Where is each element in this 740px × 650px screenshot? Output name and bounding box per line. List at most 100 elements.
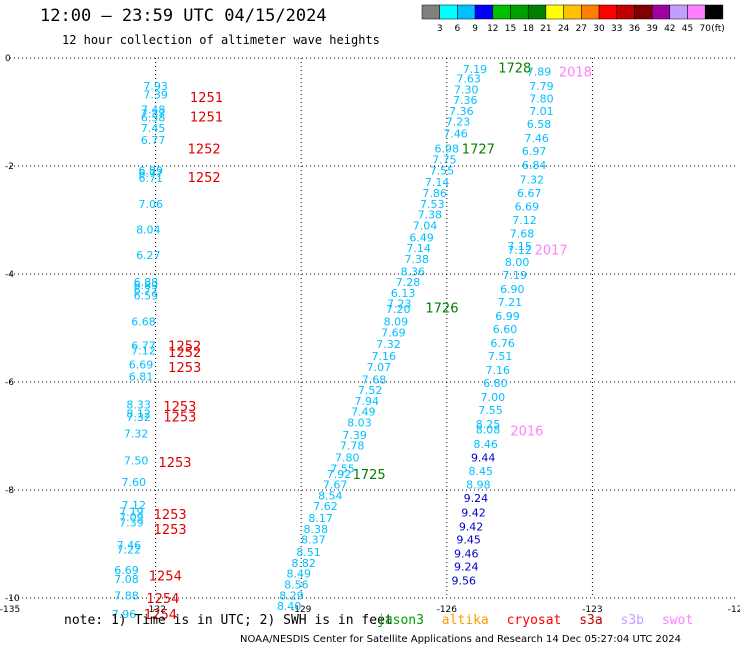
colorbar-swatch — [421, 4, 440, 20]
swh-value-s3a: 6.60 — [493, 323, 518, 336]
swh-value-cryosat: 7.22 — [117, 543, 142, 556]
colorbar-swatch — [616, 4, 635, 20]
swh-value-cryosat: 6.77 — [138, 167, 163, 180]
colorbar-swatch — [598, 4, 617, 20]
swh-value-s3a: 6.80 — [483, 377, 508, 390]
y-tick-label: -2 — [5, 162, 14, 172]
swh-value-s3a: 8.25 — [476, 418, 501, 431]
pass-label-cryosat: 1253 — [154, 508, 187, 523]
swh-value-jason3: 7.62 — [313, 500, 338, 513]
swh-value-cryosat: 6.89 — [134, 279, 159, 292]
colorbar-swatch — [687, 4, 706, 20]
swh-value-jason3: 7.69 — [381, 326, 406, 339]
pass-label-cryosat: 1253 — [168, 361, 201, 376]
colorbar-swatch — [545, 4, 564, 20]
swh-value-jason3: 7.19 — [463, 63, 488, 76]
colorbar-label: 70 — [699, 24, 711, 34]
swh-value-jason3: 7.23 — [387, 298, 412, 311]
colorbar-label: 45 — [682, 24, 693, 34]
swh-value-cryosat: 7.96 — [112, 608, 137, 621]
swh-value-cryosat: 7.48 — [141, 103, 166, 116]
pass-label-cryosat: 1251 — [190, 110, 223, 125]
swh-value-jason3: 7.46 — [443, 128, 468, 141]
y-tick-label: -4 — [5, 270, 14, 280]
pass-label-s3a: 2016 — [510, 425, 543, 440]
colorbar-label: 18 — [522, 24, 534, 34]
swh-value-cryosat: 8.12 — [126, 407, 151, 420]
swh-value-s3a: 9.56 — [452, 575, 477, 588]
swh-value-jason3: 7.14 — [425, 176, 450, 189]
x-tick-label: -120 — [728, 605, 740, 615]
swh-value-cryosat: 7.09 — [119, 511, 144, 524]
colorbar-swatch — [563, 4, 582, 20]
pass-label-cryosat: 1252 — [188, 143, 221, 158]
swh-value-cryosat: 7.45 — [141, 122, 166, 135]
swh-value-jason3: 8.82 — [291, 557, 316, 570]
swh-value-s3a: 7.46 — [524, 132, 549, 145]
swh-value-cryosat: 7.06 — [138, 198, 163, 211]
swh-value-s3a: 6.58 — [527, 118, 552, 131]
swh-value-cryosat: 7.39 — [143, 89, 168, 102]
swh-value-s3a: 6.69 — [515, 201, 540, 214]
legend-cryosat: cryosat — [506, 613, 562, 628]
pass-label-jason3: 1727 — [462, 143, 495, 158]
pass-label-cryosat: 1252 — [168, 339, 201, 354]
swh-value-cryosat: 7.88 — [114, 589, 139, 602]
swh-value-cryosat: 6.69 — [129, 359, 154, 372]
swh-value-jason3: 7.38 — [418, 209, 443, 222]
chart-title: 12:00 – 23:59 UTC 04/15/2024 — [40, 6, 327, 26]
swh-value-cryosat: 7.93 — [143, 80, 168, 93]
swh-value-s3a: 7.55 — [478, 404, 503, 417]
swh-value-jason3: 6.49 — [409, 231, 434, 244]
swh-value-jason3: 8.56 — [284, 579, 309, 592]
swh-value-jason3: 7.86 — [422, 187, 447, 200]
swh-value-jason3: 8.38 — [304, 523, 329, 536]
swh-value-jason3: 8.51 — [296, 546, 321, 559]
colorbar-unit: (ft) — [711, 24, 725, 34]
swh-value-jason3: 7.75 — [432, 154, 457, 167]
swh-value-s3a: 8.45 — [469, 465, 494, 478]
swh-value-cryosat: 7.50 — [124, 454, 149, 467]
pass-label-cryosat: 1253 — [154, 523, 187, 538]
swh-value-cryosat: 6.89 — [138, 164, 163, 177]
colorbar-swatch — [634, 4, 653, 20]
pass-label-cryosat: 1252 — [188, 171, 221, 186]
swh-value-cryosat: 7.12 — [122, 499, 147, 512]
swh-value-s3a: 9.45 — [456, 534, 481, 547]
swh-value-cryosat: 7.39 — [119, 516, 144, 529]
swh-value-s3a: 7.51 — [488, 350, 513, 363]
swh-value-jason3: 7.49 — [351, 406, 376, 419]
swh-value-s3a: 7.68 — [510, 228, 535, 241]
swh-value-jason3: 7.04 — [413, 219, 438, 232]
swh-value-jason3: 7.36 — [449, 105, 474, 118]
colorbar-label: 24 — [558, 24, 570, 34]
x-tick-label: -135 — [0, 605, 20, 615]
note-text: note: 1) Time is in UTC; 2) SWH is in fe… — [64, 613, 393, 628]
swh-value-jason3: 7.23 — [446, 116, 471, 129]
swh-value-jason3: 7.55 — [330, 462, 355, 475]
swh-value-s3a: 6.67 — [517, 187, 542, 200]
colorbar-label: 15 — [505, 24, 516, 34]
colorbar-swatch — [704, 4, 724, 20]
pass-label-cryosat: 1254 — [149, 569, 182, 584]
swh-value-cryosat: 7.32 — [126, 411, 151, 424]
swh-value-jason3: 7.07 — [367, 361, 392, 374]
y-tick-label: -10 — [5, 594, 20, 604]
colorbar-swatch — [651, 4, 671, 20]
y-tick-label: -6 — [5, 378, 14, 388]
swh-value-s3a: 7.01 — [529, 105, 554, 118]
swh-value-jason3: 7.92 — [327, 468, 352, 481]
swh-value-cryosat: 7.37 — [141, 108, 166, 121]
chart-subtitle: 12 hour collection of altimeter wave hei… — [62, 33, 380, 47]
swh-value-s3a: 9.42 — [461, 507, 486, 520]
colorbar-label: 33 — [611, 24, 622, 34]
x-tick-label: -126 — [437, 605, 458, 615]
swh-value-s3a: 9.42 — [459, 521, 484, 534]
colorbar-swatch — [510, 4, 529, 20]
colorbar-swatch — [439, 4, 458, 20]
legend-altika: altika — [441, 613, 489, 628]
pass-label-cryosat: 1253 — [163, 411, 196, 426]
swh-value-cryosat: 7.32 — [124, 427, 149, 440]
colorbar-swatch — [492, 4, 511, 20]
